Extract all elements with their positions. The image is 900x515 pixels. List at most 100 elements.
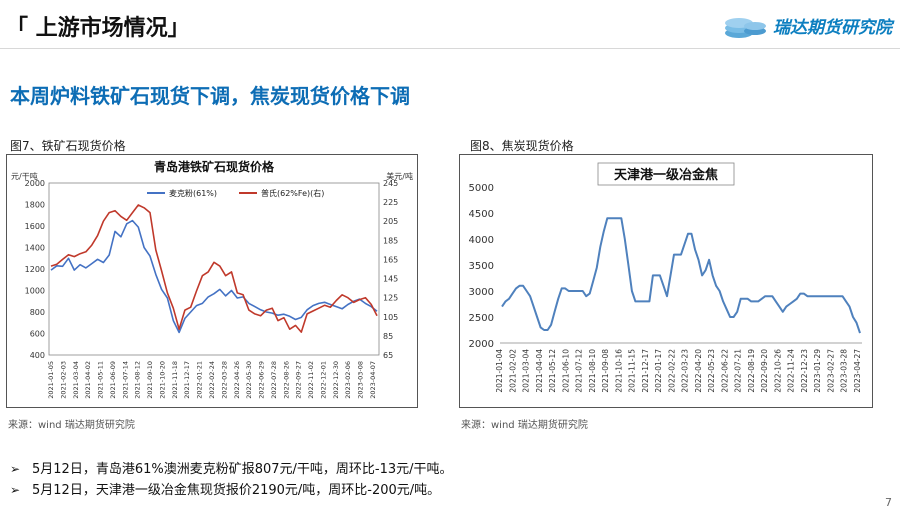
x-tick-label: 2022-12-23 bbox=[800, 349, 809, 393]
plot-area bbox=[48, 182, 380, 356]
x-tick-label: 2021-09-10 bbox=[146, 361, 154, 399]
fig8-source: 来源：wind 瑞达期货研究院 bbox=[461, 420, 588, 431]
x-tick-label: 2022-11-24 bbox=[787, 349, 796, 393]
legend-label: 麦克粉(61%) bbox=[169, 188, 217, 198]
y-tick-label: 5000 bbox=[469, 183, 494, 194]
chart-title-box bbox=[597, 162, 735, 186]
x-tick-label: 2023-01-29 bbox=[813, 349, 822, 393]
y-left-tick-label: 1000 bbox=[25, 287, 45, 296]
chart-title: 天津港一级冶金焦 bbox=[614, 167, 718, 183]
x-tick-label: 2022-09-20 bbox=[760, 349, 769, 393]
bullet-text: 5月12日，青岛港61%澳洲麦克粉矿报807元/干吨，周环比-13元/干吨。 bbox=[32, 462, 453, 477]
y-tick-label: 3500 bbox=[469, 261, 494, 272]
y-right-tick-label: 225 bbox=[383, 198, 398, 207]
x-tick-label: 2022-10-26 bbox=[773, 349, 782, 393]
x-tick-label: 2021-02-03 bbox=[59, 361, 67, 399]
list-item: ➢ 5月12日，天津港一级冶金焦现货报价2190元/吨，周环比-200元/吨。 bbox=[10, 480, 453, 501]
fig7-source: 来源：wind 瑞达期货研究院 bbox=[8, 420, 135, 431]
x-tick-label: 2022-02-24 bbox=[208, 361, 216, 399]
y-left-tick-label: 1600 bbox=[25, 222, 45, 231]
fig8-caption: 图8、焦炭现货价格 bbox=[470, 139, 574, 153]
y-right-tick-label: 85 bbox=[383, 332, 393, 341]
x-tick-label: 2021-08-10 bbox=[588, 349, 597, 393]
y-right-tick-label: 165 bbox=[383, 255, 398, 264]
y-tick-label: 3000 bbox=[469, 287, 494, 298]
x-tick-label: 2022-01-21 bbox=[196, 361, 204, 399]
x-tick-label: 2021-01-04 bbox=[495, 349, 504, 393]
logo-text: 瑞达期货研究院 bbox=[773, 17, 892, 38]
fig8-panel: 天津港一级冶金焦 2000 2500 3000 3500 4000 4500 5000 2021… bbox=[459, 154, 873, 408]
x-tick-label: 2023-02-06 bbox=[344, 361, 352, 399]
x-tick-label: 2021-04-04 bbox=[535, 349, 544, 393]
legend-label: 普氏(62%Fe)(右) bbox=[261, 188, 324, 198]
arrow-bullet-icon: ➢ bbox=[10, 483, 21, 497]
x-tick-label: 2022-04-20 bbox=[694, 349, 703, 393]
x-tick-label: 2022-12-30 bbox=[332, 361, 340, 399]
x-tick-label: 2022-08-19 bbox=[747, 349, 756, 393]
x-tick-label: 2022-07-28 bbox=[270, 361, 278, 399]
coin-stack-icon bbox=[725, 18, 766, 38]
x-tick-label: 2021-09-08 bbox=[601, 349, 610, 393]
x-tick-label: 2022-07-21 bbox=[734, 349, 743, 393]
x-tick-label: 2022-03-28 bbox=[220, 361, 228, 399]
chart-title: 青岛港铁矿石现货价格 bbox=[154, 159, 275, 174]
x-tick-label: 2021-07-12 bbox=[575, 349, 584, 393]
headline: 本周炉料铁矿石现货下调，焦炭现货价格下调 bbox=[10, 84, 410, 108]
x-tick-label: 2021-12-17 bbox=[183, 361, 191, 399]
x-tick-label: 2022-05-30 bbox=[245, 361, 253, 399]
x-tick-label: 2021-03-04 bbox=[72, 361, 80, 399]
y-tick-label: 4000 bbox=[469, 235, 494, 246]
x-tick-label: 2021-08-12 bbox=[134, 361, 142, 399]
y-left-tick-label: 1400 bbox=[25, 244, 45, 253]
y-tick-label: 2500 bbox=[469, 313, 494, 324]
x-tick-label: 2023-03-28 bbox=[840, 349, 849, 393]
x-tick-label: 2023-04-27 bbox=[853, 349, 862, 393]
coke-chart: 天津港一级冶金焦 2000 2500 3000 3500 4000 4500 5000 2021… bbox=[469, 162, 862, 393]
x-tick-label: 2021-11-18 bbox=[171, 361, 179, 399]
y-left-tick-label: 1200 bbox=[25, 265, 45, 274]
y-left-tick-label: 400 bbox=[30, 351, 45, 360]
x-tick-label: 2023-03-08 bbox=[357, 361, 365, 399]
x-tick-label: 2022-02-22 bbox=[667, 349, 676, 393]
y-tick-label: 2000 bbox=[469, 339, 494, 350]
y-left-tick-label: 2000 bbox=[25, 179, 45, 188]
x-tick-label: 2021-10-20 bbox=[158, 361, 166, 399]
y-right-tick-label: 65 bbox=[383, 351, 393, 360]
x-tick-label: 2022-08-26 bbox=[282, 361, 290, 399]
x-tick-label: 2021-06-10 bbox=[561, 349, 570, 393]
series-line-1 bbox=[50, 219, 378, 334]
list-item: ➢ 5月12日，青岛港61%澳洲麦克粉矿报807元/干吨，周环比-13元/干吨。 bbox=[10, 459, 453, 480]
bullet-list: ➢ 5月12日，青岛港61%澳洲麦克粉矿报807元/干吨，周环比-13元/干吨。… bbox=[10, 459, 453, 501]
page-title: 「 上游市场情况」 bbox=[6, 16, 190, 41]
x-tick-label: 2022-09-27 bbox=[295, 361, 303, 399]
x-tick-label: 2023-02-27 bbox=[826, 349, 835, 393]
x-tick-label: 2021-07-14 bbox=[121, 361, 129, 399]
x-tick-label: 2022-11-02 bbox=[307, 361, 315, 399]
series-line-2 bbox=[50, 204, 378, 333]
y-right-tick-label: 185 bbox=[383, 236, 398, 245]
fig7-panel: 青岛港铁矿石现货价格 元/干吨 美元/吨 400 600 800 1000 1200 1400 1… bbox=[6, 154, 418, 408]
x-tick-label: 2022-05-23 bbox=[707, 349, 716, 393]
y-left-tick-label: 1800 bbox=[25, 201, 45, 210]
x-tick-label: 2022-06-22 bbox=[720, 349, 729, 393]
y-left-tick-label: 600 bbox=[30, 330, 45, 339]
fig7-caption: 图7、铁矿石现货价格 bbox=[10, 139, 126, 153]
x-tick-label: 2021-11-15 bbox=[628, 349, 637, 393]
x-tick-label: 2021-05-11 bbox=[97, 361, 105, 399]
y-tick-label: 4500 bbox=[469, 209, 494, 220]
y-right-tick-label: 245 bbox=[383, 179, 398, 188]
x-tick-label: 2022-04-26 bbox=[233, 361, 241, 399]
y-left-unit: 元/干吨 bbox=[11, 171, 38, 181]
x-tick-label: 2021-03-04 bbox=[522, 349, 531, 393]
header-divider bbox=[0, 48, 900, 49]
y-right-tick-label: 145 bbox=[383, 275, 398, 284]
series-line-1 bbox=[501, 217, 861, 334]
x-tick-label: 2021-06-09 bbox=[109, 361, 117, 399]
x-tick-label: 2021-04-02 bbox=[84, 361, 92, 399]
x-tick-label: 2021-10-16 bbox=[614, 349, 623, 393]
x-tick-label: 2021-01-05 bbox=[47, 361, 55, 399]
y-right-tick-label: 105 bbox=[383, 313, 398, 322]
x-tick-label: 2022-03-23 bbox=[681, 349, 690, 393]
x-tick-label: 2023-04-07 bbox=[369, 361, 377, 399]
